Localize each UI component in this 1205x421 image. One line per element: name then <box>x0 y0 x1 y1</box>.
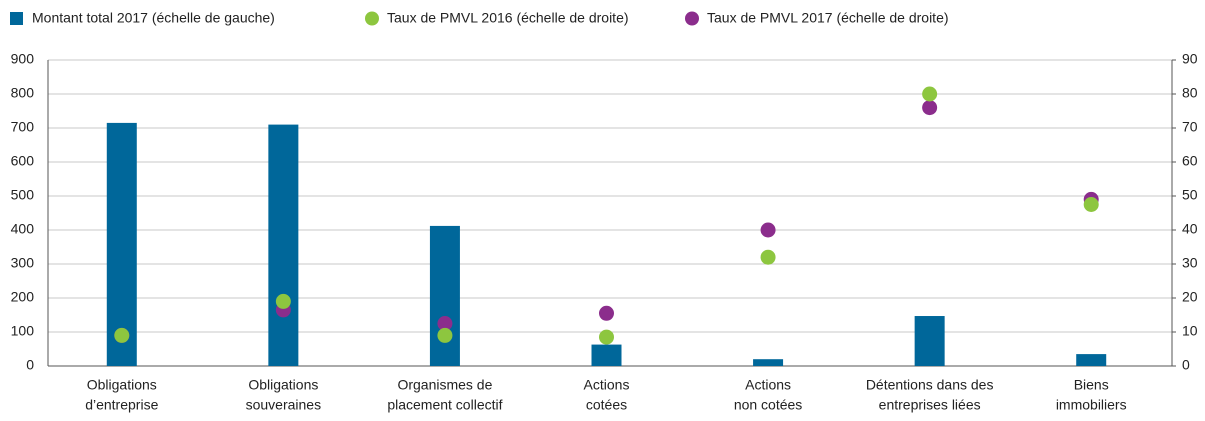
legend-label: Taux de PMVL 2016 (échelle de droite) <box>387 10 629 26</box>
y2-tick-label: 80 <box>1182 85 1198 101</box>
x-tick-label: d’entreprise <box>85 397 158 413</box>
y2-tick-label: 60 <box>1182 153 1198 169</box>
x-tick-label: Obligations <box>87 377 157 393</box>
x-tick-label: souveraines <box>246 397 322 413</box>
dot <box>114 327 130 343</box>
y-tick-label: 300 <box>11 255 35 271</box>
bar <box>753 359 784 366</box>
y-tick-label: 500 <box>11 187 35 203</box>
bar <box>106 122 137 367</box>
y2-tick-label: 90 <box>1182 51 1198 67</box>
y2-tick-label: 20 <box>1182 289 1198 305</box>
x-tick-label: Actions <box>584 377 630 393</box>
legend-swatch <box>685 11 699 26</box>
x-tick-label: Biens <box>1074 377 1109 393</box>
y-tick-label: 700 <box>11 119 35 135</box>
legend-label: Montant total 2017 (échelle de gauche) <box>32 10 275 26</box>
y2-tick-label: 40 <box>1182 221 1198 237</box>
y-tick-label: 100 <box>11 323 35 339</box>
dot <box>922 100 938 116</box>
y-tick-label: 600 <box>11 153 35 169</box>
legend-swatch <box>365 11 379 26</box>
x-tick-label: Actions <box>745 377 791 393</box>
y2-tick-label: 30 <box>1182 255 1198 271</box>
y-tick-label: 400 <box>11 221 35 237</box>
x-tick-label: Obligations <box>248 377 318 393</box>
legend-swatch <box>10 12 23 25</box>
y2-tick-label: 70 <box>1182 119 1198 135</box>
dot <box>760 249 776 265</box>
y-tick-label: 200 <box>11 289 35 305</box>
dot <box>275 293 291 309</box>
y-tick-label: 800 <box>11 85 35 101</box>
dot <box>599 305 614 321</box>
y-tick-label: 900 <box>11 51 35 67</box>
x-tick-label: immobiliers <box>1056 397 1127 413</box>
dot <box>1083 197 1099 212</box>
bar <box>429 225 460 366</box>
legend-label: Taux de PMVL 2017 (échelle de droite) <box>707 10 949 26</box>
dot <box>922 86 938 102</box>
x-tick-label: entreprises liées <box>879 397 981 413</box>
bar <box>268 124 299 366</box>
y2-tick-label: 0 <box>1182 357 1190 373</box>
x-tick-label: placement collectif <box>387 397 502 413</box>
dot <box>599 329 614 345</box>
x-tick-label: non cotées <box>734 397 803 413</box>
x-tick-label: cotées <box>586 397 627 413</box>
bar <box>914 316 945 366</box>
x-tick-label: Organismes de <box>397 377 492 393</box>
dot <box>437 327 453 343</box>
x-tick-label: Détentions dans des <box>866 377 994 393</box>
bar <box>1076 354 1107 366</box>
y-tick-label: 0 <box>26 357 34 373</box>
dot <box>437 316 453 331</box>
y2-tick-label: 10 <box>1182 323 1198 339</box>
y2-tick-label: 50 <box>1182 187 1198 203</box>
dot <box>760 222 776 238</box>
bar <box>591 344 622 366</box>
